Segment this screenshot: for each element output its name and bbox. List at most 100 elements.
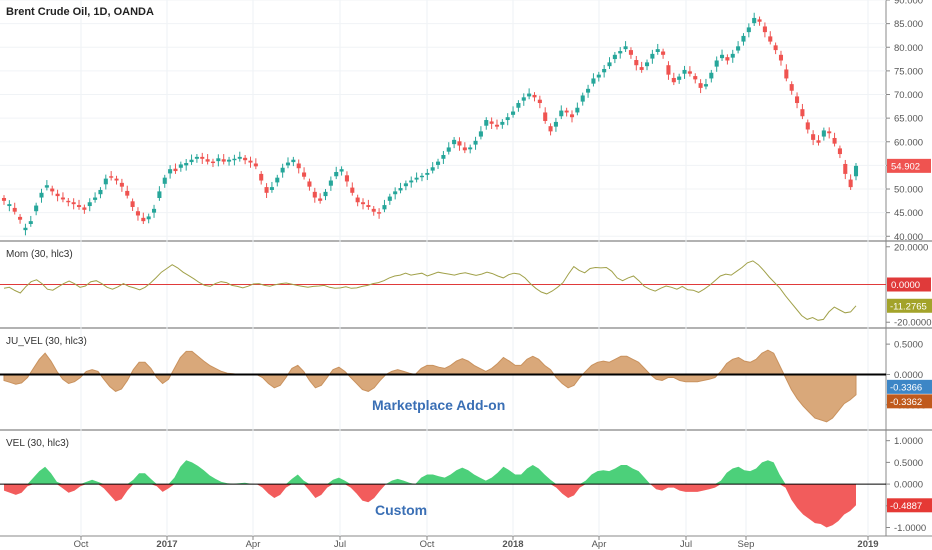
ju-vel-area (3, 349, 857, 423)
candle-body (243, 157, 248, 161)
candle-body (725, 57, 730, 61)
candle-body (837, 148, 842, 155)
momentum-line (3, 260, 857, 321)
y-tick-label: 80.000 (894, 43, 923, 54)
candle-body (511, 111, 516, 115)
y-tick-label: 70.000 (894, 90, 923, 101)
candle-body (194, 156, 199, 159)
indicator-title: JU_VEL (30, hlc3) (6, 336, 87, 347)
candle-body (253, 163, 258, 167)
candle-body (575, 107, 580, 113)
candle-body (339, 169, 344, 172)
candle-body (848, 179, 853, 188)
y-tick-label: -1.0000 (894, 523, 926, 534)
candle-body (318, 198, 323, 201)
candle-body (532, 94, 537, 98)
candle-body (564, 110, 569, 113)
candle-body (762, 26, 767, 33)
candle-body (355, 197, 360, 203)
last-price-label: 54.902 (891, 161, 920, 172)
candle-body (484, 120, 489, 126)
candle-body (232, 158, 237, 161)
candle-body (516, 103, 521, 108)
candle-body (768, 36, 773, 42)
x-tick-label: Oct (420, 539, 435, 550)
y-tick-label: 65.000 (894, 114, 923, 125)
candle-body (393, 191, 398, 195)
candle-body (312, 191, 317, 198)
candle-body (302, 172, 307, 177)
candle-body (125, 190, 130, 196)
candle-body (816, 140, 821, 143)
x-tick-label: Apr (246, 539, 261, 550)
vel-negative-area (4, 484, 856, 528)
candle-body (157, 191, 162, 198)
x-tick-label: 2019 (857, 539, 878, 550)
candle-body (50, 188, 55, 192)
candle-body (103, 178, 108, 185)
zero-tag (887, 277, 931, 292)
candle-body (682, 69, 687, 74)
candle-body (500, 121, 505, 125)
watermark-text: Marketplace Add-on (372, 397, 505, 413)
candle-body (377, 212, 382, 214)
candle-body (216, 158, 221, 162)
candle-body (189, 159, 194, 163)
candle-body (173, 168, 178, 172)
candle-body (259, 173, 264, 181)
candle-body (307, 181, 312, 187)
candle-body (269, 187, 274, 190)
candle-body (607, 62, 612, 67)
candle-body (789, 84, 794, 91)
candle-body (773, 45, 778, 51)
candle-body (468, 147, 473, 150)
candle-body (569, 114, 575, 118)
candle-body (227, 159, 232, 162)
candle-body (548, 126, 553, 132)
candle-body (618, 51, 623, 54)
candle-body (221, 159, 226, 162)
candle-body (752, 17, 757, 24)
candle-body (650, 53, 655, 59)
x-tick-label: Jul (680, 539, 692, 550)
candle-body (18, 216, 23, 220)
y-tick-label: 75.000 (894, 66, 923, 77)
candle-body (720, 54, 725, 59)
candle-body (135, 211, 140, 216)
candle-body (730, 53, 735, 58)
candle-body (82, 207, 87, 210)
candle-body (184, 163, 189, 166)
candle-body (291, 159, 296, 163)
candle-body (853, 165, 859, 177)
candle-body (371, 208, 376, 212)
candle-body (677, 76, 682, 80)
x-tick-label: 2017 (156, 539, 177, 550)
vel-positive-area (4, 460, 856, 485)
x-tick-label: Apr (592, 539, 607, 550)
x-tick-label: Jul (334, 539, 346, 550)
watermark-text: Custom (375, 502, 427, 518)
x-tick-label: Sep (738, 539, 755, 550)
y-tick-label: 40.000 (894, 232, 923, 243)
candle-body (344, 175, 349, 182)
candle-body (152, 208, 157, 213)
candle-body (746, 27, 751, 33)
last-value-label: -11.2765 (890, 301, 927, 312)
y-tick-label: 45.000 (894, 208, 923, 219)
candle-body (409, 180, 414, 183)
y-tick-label: 50.000 (894, 185, 923, 196)
candle-body (210, 161, 216, 164)
candle-body (178, 164, 183, 168)
candle-body (478, 131, 483, 137)
y-tick-label: 0.5000 (894, 340, 923, 351)
candle-body (44, 185, 49, 188)
candle-body (644, 62, 650, 67)
candle-body (741, 35, 746, 42)
candle-body (12, 207, 17, 212)
candle-body (66, 200, 71, 203)
candle-body (34, 205, 39, 212)
candle-body (698, 83, 703, 88)
candle-body (832, 137, 837, 144)
candle-body (757, 19, 762, 22)
candle-body (602, 68, 607, 73)
